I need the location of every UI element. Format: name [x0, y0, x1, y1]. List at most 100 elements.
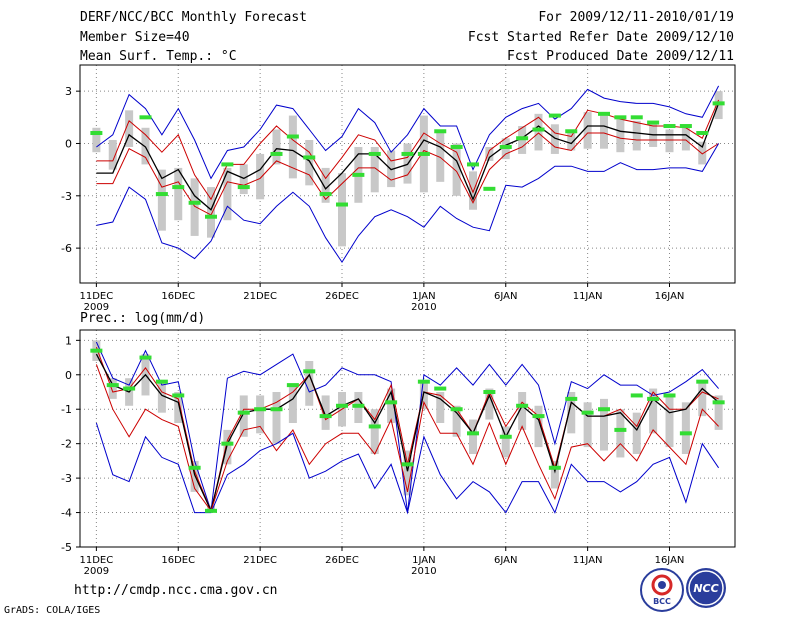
box-mark — [108, 139, 117, 170]
series-line-mean — [96, 103, 720, 211]
obs-mark — [188, 465, 201, 470]
box-mark — [665, 395, 674, 448]
obs-mark — [532, 127, 545, 132]
box-mark — [567, 392, 576, 434]
y-tick-label: 0 — [65, 369, 72, 382]
obs-mark — [614, 427, 627, 432]
x-tick-label: 21DEC — [243, 555, 277, 566]
obs-mark — [221, 162, 234, 167]
obs-mark — [319, 192, 332, 197]
series-line-spread_lower — [96, 132, 719, 216]
obs-mark — [188, 200, 201, 205]
box-mark — [387, 388, 396, 423]
box-mark — [403, 450, 412, 496]
fcst-started-date: Fcst Started Refer Date 2009/12/10 — [467, 30, 734, 45]
box-mark — [92, 127, 101, 153]
box-mark — [223, 167, 232, 221]
obs-mark — [679, 124, 692, 129]
box-mark — [157, 169, 166, 231]
box-mark — [256, 153, 265, 200]
obs-mark — [434, 386, 447, 391]
obs-mark — [548, 113, 561, 118]
box-mark — [681, 402, 690, 454]
forecast-period: For 2009/12/11-2010/01/19 — [538, 10, 734, 25]
series-line-max — [96, 85, 720, 180]
obs-mark — [286, 383, 299, 388]
x-tick-label: 11JAN — [573, 555, 603, 566]
y-tick-label: 0 — [65, 137, 72, 150]
box-mark — [125, 110, 134, 147]
box-mark — [550, 460, 559, 489]
x-tick-label: 1JAN — [412, 291, 435, 302]
obs-mark — [532, 414, 545, 419]
ncc-logo-text: NCC — [693, 582, 718, 595]
box-mark — [305, 361, 314, 406]
obs-mark — [548, 465, 561, 470]
obs-mark — [483, 186, 496, 191]
box-mark — [518, 392, 527, 430]
y-tick-label: -3 — [61, 190, 72, 203]
obs-mark — [319, 414, 332, 419]
variable-label-precip: Prec.: log(mm/d) — [80, 311, 206, 326]
box-mark — [288, 115, 297, 179]
box-mark — [469, 419, 477, 454]
box-mark — [419, 381, 428, 410]
bcc-logo: BCC — [640, 568, 684, 612]
ncc-logo: NCC — [686, 568, 726, 608]
bcc-logo-text: BCC — [653, 597, 671, 606]
box-mark — [616, 409, 625, 458]
chart-panel-0: 3 0 -3 -6 11DEC 16DEC 21DEC 26DEC 1JAN 6JAN 11JAN 1… — [61, 64, 736, 313]
obs-mark — [336, 403, 348, 408]
box-mark — [600, 398, 608, 451]
obs-mark — [172, 393, 185, 398]
y-tick-label: 3 — [65, 85, 72, 98]
obs-mark — [401, 462, 414, 467]
x-tick-label: 16JAN — [655, 291, 685, 302]
box-mark — [108, 378, 117, 399]
obs-mark — [483, 390, 496, 394]
x-tick-label: 11DEC — [80, 555, 114, 566]
box-mark — [338, 173, 346, 247]
obs-mark — [254, 407, 267, 412]
box-mark — [698, 381, 707, 417]
x-tick-label: 16DEC — [161, 291, 195, 302]
obs-mark — [90, 348, 103, 353]
obs-mark — [467, 431, 479, 436]
box-mark — [681, 127, 690, 151]
box-mark — [698, 141, 707, 165]
obs-mark — [172, 185, 185, 190]
obs-mark — [712, 101, 725, 106]
obs-mark — [303, 155, 316, 160]
box-mark — [370, 146, 379, 193]
box-mark — [157, 381, 166, 413]
x-tick-label: 6JAN — [494, 555, 517, 566]
obs-mark — [368, 151, 381, 156]
obs-mark — [417, 151, 430, 156]
box-mark — [567, 129, 576, 151]
ncc-logo-graphic: NCC — [688, 570, 724, 606]
box-mark — [223, 429, 232, 465]
box-mark — [141, 127, 150, 165]
series-line-min — [95, 422, 720, 515]
box-mark — [583, 402, 592, 448]
box-mark — [288, 385, 297, 423]
obs-mark — [565, 396, 578, 401]
chart-panel-1: 1 0 -1 -2 -3 -4 -5 11DEC 16DEC 21DEC 26DEC 1JAN 6JAN… — [61, 329, 736, 577]
obs-mark — [106, 383, 119, 388]
fcst-produced-date: Fcst Produced Date 2009/12/11 — [507, 49, 734, 64]
box-mark — [649, 388, 658, 434]
box-mark — [550, 124, 559, 154]
obs-mark — [385, 400, 398, 405]
obs-mark — [237, 185, 250, 190]
source-url[interactable]: http://cmdp.ncc.cma.gov.cn — [74, 583, 278, 598]
obs-mark — [139, 115, 152, 120]
box-mark — [370, 409, 379, 454]
box-mark — [600, 115, 608, 149]
box-mark — [272, 129, 281, 165]
bcc-logo-graphic: BCC — [651, 574, 673, 606]
obs-mark — [516, 136, 529, 141]
x-tick-label: 11JAN — [573, 291, 603, 302]
obs-mark — [352, 403, 365, 408]
x-year-label: 2009 — [84, 566, 109, 577]
